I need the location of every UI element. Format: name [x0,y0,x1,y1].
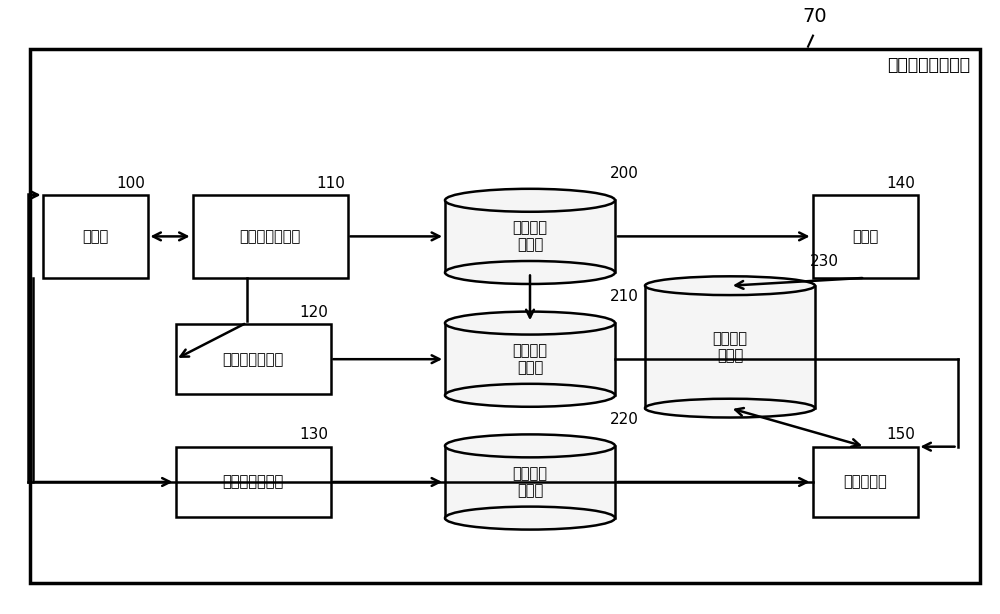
Bar [445,323,615,395]
Text: 设备状态取得部: 设备状态取得部 [239,229,301,244]
Bar [192,195,348,278]
Bar [445,200,615,273]
Text: 异常检测处理装置: 异常检测处理装置 [887,56,970,74]
Bar [645,286,815,408]
Text: 学习数据
保存部: 学习数据 保存部 [712,331,748,363]
Bar [176,447,330,517]
Text: 70: 70 [803,7,827,26]
Bar [30,49,980,583]
Text: 设备状态
保存部: 设备状态 保存部 [512,220,548,252]
Text: 200: 200 [610,166,639,182]
Text: 通信日志收集部: 通信日志收集部 [222,475,284,489]
Text: 210: 210 [610,289,639,305]
Ellipse shape [645,276,815,295]
Text: 130: 130 [300,427,328,442]
Ellipse shape [445,312,615,335]
Ellipse shape [445,261,615,284]
Text: 异常检测部: 异常检测部 [843,475,887,489]
Text: 学习部: 学习部 [852,229,878,244]
Text: 120: 120 [300,305,328,320]
Ellipse shape [645,398,815,418]
Text: 140: 140 [887,176,916,191]
Bar [812,195,918,278]
Text: 110: 110 [317,176,346,191]
Text: 通信日志
保存部: 通信日志 保存部 [512,466,548,498]
Text: 通信部: 通信部 [82,229,108,244]
Bar [176,324,330,395]
Ellipse shape [445,384,615,407]
Text: 220: 220 [610,412,639,427]
Bar [445,446,615,518]
Text: 100: 100 [117,176,146,191]
Text: 在室状况
保存部: 在室状况 保存部 [512,343,548,375]
Text: 在室状况判定部: 在室状况判定部 [222,352,284,367]
Text: 230: 230 [810,254,839,269]
Bar [812,447,918,517]
Ellipse shape [445,435,615,457]
Text: 150: 150 [887,427,916,442]
Ellipse shape [445,189,615,212]
Ellipse shape [445,507,615,529]
Bar [42,195,148,278]
